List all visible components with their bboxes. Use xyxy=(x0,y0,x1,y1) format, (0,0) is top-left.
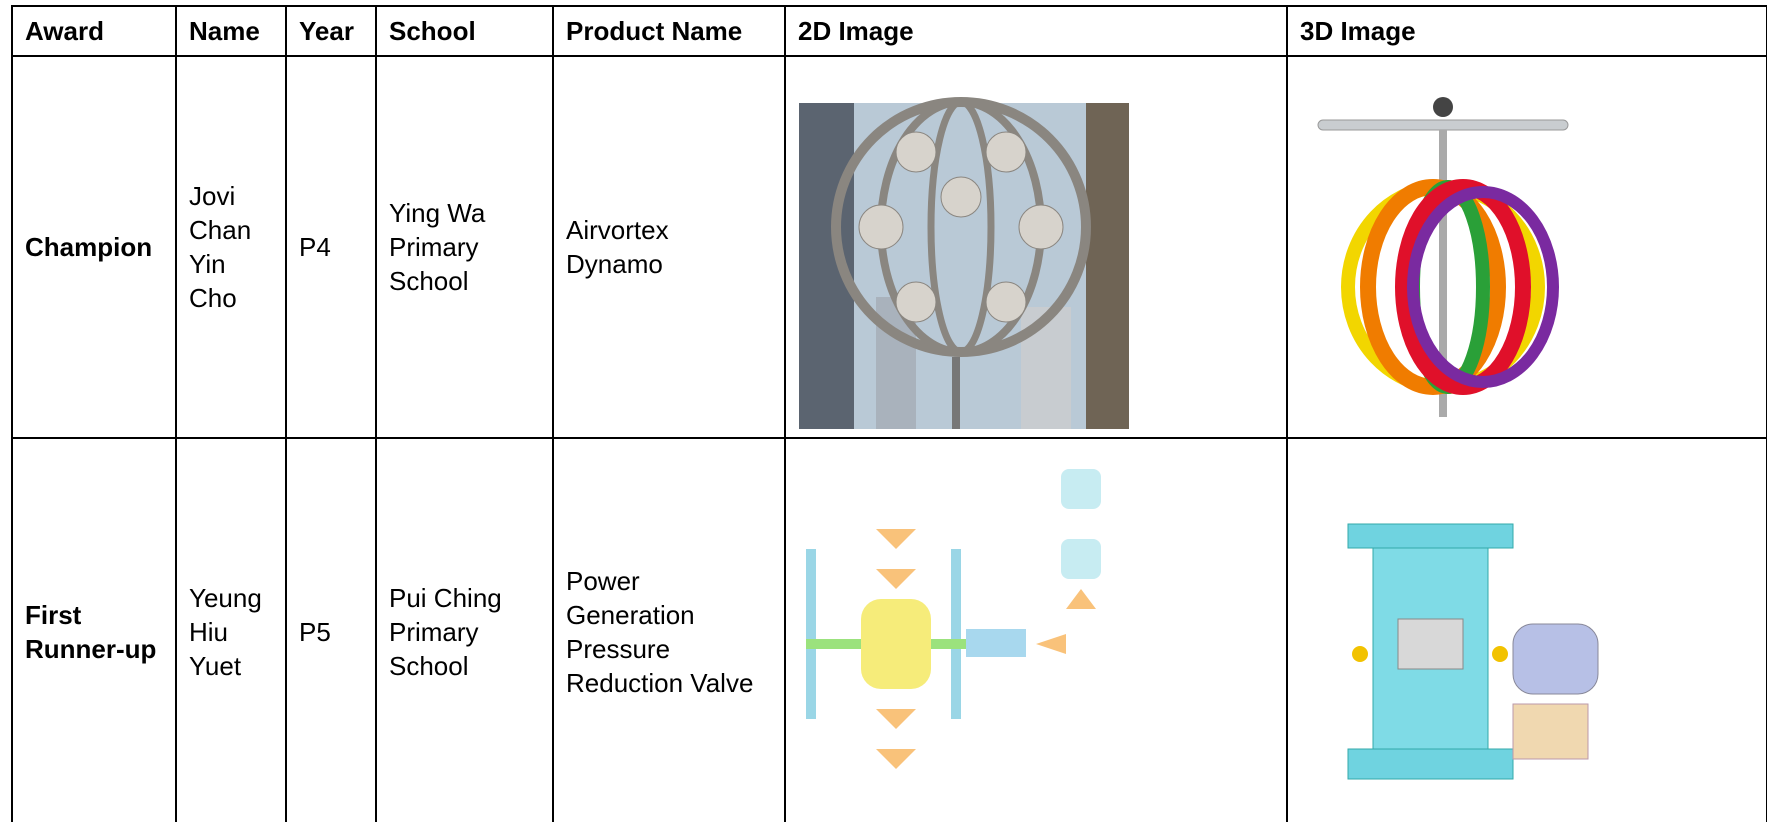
column-header: Award xyxy=(11,5,177,57)
image-2d-cell xyxy=(784,437,1288,822)
product-name: Airvortex Dynamo xyxy=(552,55,786,439)
image-3d-valve xyxy=(1347,523,1599,780)
image-3d-airvortex xyxy=(1317,97,1569,417)
header-row: Award Name Year School Product Name 2D Image 3… xyxy=(11,5,1767,57)
column-header: School xyxy=(375,5,554,57)
column-header: Name xyxy=(175,5,287,57)
school: Ying Wa Primary School xyxy=(375,55,554,439)
product-name: Power Generation Pressure Reduction Valv… xyxy=(552,437,786,822)
award: First Runner-up xyxy=(11,437,177,822)
awards-table: Award Name Year School Product Name 2D Image 3… xyxy=(11,5,1767,822)
table-row: Champion Jovi Chan Yin Cho P4 Ying Wa Prima… xyxy=(11,55,1767,439)
name: Jovi Chan Yin Cho xyxy=(175,55,287,439)
year: P4 xyxy=(285,55,377,439)
name: Yeung Hiu Yuet xyxy=(175,437,287,822)
column-header: Product Name xyxy=(552,5,786,57)
image-2d-valve-sketch xyxy=(806,469,1101,769)
image-3d-cell xyxy=(1286,55,1767,439)
table-row: First Runner-up Yeung Hiu Yuet P5 Pui Ching… xyxy=(11,437,1767,822)
year: P5 xyxy=(285,437,377,822)
image-2d-cell xyxy=(784,55,1288,439)
image-2d-airvortex xyxy=(799,97,1129,429)
column-header: Year xyxy=(285,5,377,57)
column-header: 2D Image xyxy=(784,5,1288,57)
school: Pui Ching Primary School xyxy=(375,437,554,822)
image-3d-cell xyxy=(1286,437,1767,822)
award: Champion xyxy=(11,55,177,439)
column-header: 3D Image xyxy=(1286,5,1767,57)
